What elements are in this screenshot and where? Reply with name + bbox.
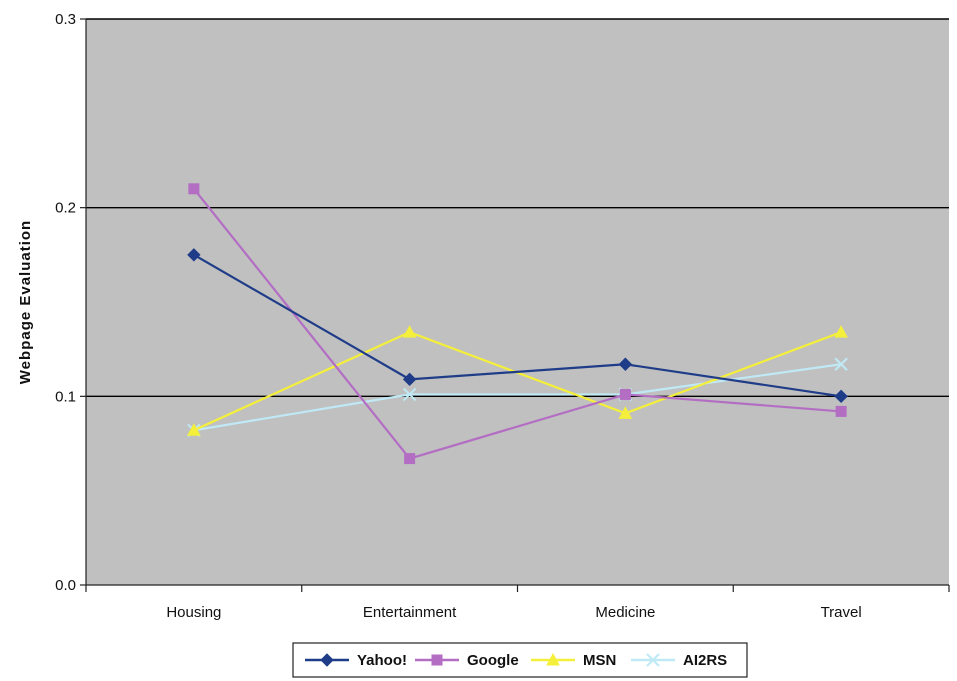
series-yahoo <box>187 248 848 404</box>
legend-marker-msn <box>546 652 560 666</box>
legend-label-google: Google <box>467 652 519 669</box>
data-point-yahoo <box>187 248 201 262</box>
data-point-msn <box>402 325 417 338</box>
plot-area <box>86 19 949 585</box>
series-line-google <box>193 188 842 460</box>
legend: Yahoo! Google MSN AI2RS <box>292 642 748 678</box>
x-tick-label: Housing <box>166 604 221 621</box>
series-layer <box>187 183 848 465</box>
x-tick-label: Travel <box>821 604 862 621</box>
data-point-google <box>404 453 416 465</box>
data-point-google <box>188 183 200 195</box>
data-point-google <box>619 388 631 400</box>
data-point-yahoo <box>402 372 417 387</box>
marker-stroke <box>646 653 660 667</box>
legend-label-msn: MSN <box>583 652 616 669</box>
legend-marker-yahoo <box>320 653 334 667</box>
gridlines <box>86 18 949 398</box>
data-point-msn <box>187 423 201 436</box>
legend-item-ai2rs: AI2RS <box>631 652 727 669</box>
marker-stroke <box>402 387 417 402</box>
marker-stroke <box>834 357 848 371</box>
series-line-yahoo <box>193 253 842 398</box>
series-google <box>188 183 847 465</box>
y-tick-label: 0.1 <box>55 388 76 405</box>
legend-label-ai2rs: AI2RS <box>683 652 727 669</box>
legend-marker-ai2rs <box>646 653 660 667</box>
legend-item-msn: MSN <box>531 652 616 669</box>
x-tick-label: Entertainment <box>363 604 457 621</box>
data-point-yahoo <box>618 357 633 371</box>
data-point-yahoo <box>834 389 848 404</box>
data-point-msn <box>834 325 848 338</box>
data-point-ai2rs <box>402 387 417 402</box>
data-point-msn <box>618 406 633 419</box>
legend-item-yahoo: Yahoo! <box>305 652 407 669</box>
data-point-ai2rs <box>834 357 848 371</box>
data-point-google <box>835 405 847 417</box>
legend-item-google: Google <box>415 652 519 669</box>
legend-label-yahoo: Yahoo! <box>357 652 407 669</box>
legend-marker-google <box>431 654 443 666</box>
y-tick-label: 0.3 <box>55 11 76 28</box>
axes: 0.0 0.1 0.2 0.3 Housing Entertainment Medicine… <box>55 11 950 621</box>
y-tick-label: 0.0 <box>55 577 76 594</box>
y-tick-label: 0.2 <box>55 200 76 217</box>
y-axis-title: Webpage Evaluation <box>17 220 34 384</box>
x-tick-label: Medicine <box>595 604 655 621</box>
